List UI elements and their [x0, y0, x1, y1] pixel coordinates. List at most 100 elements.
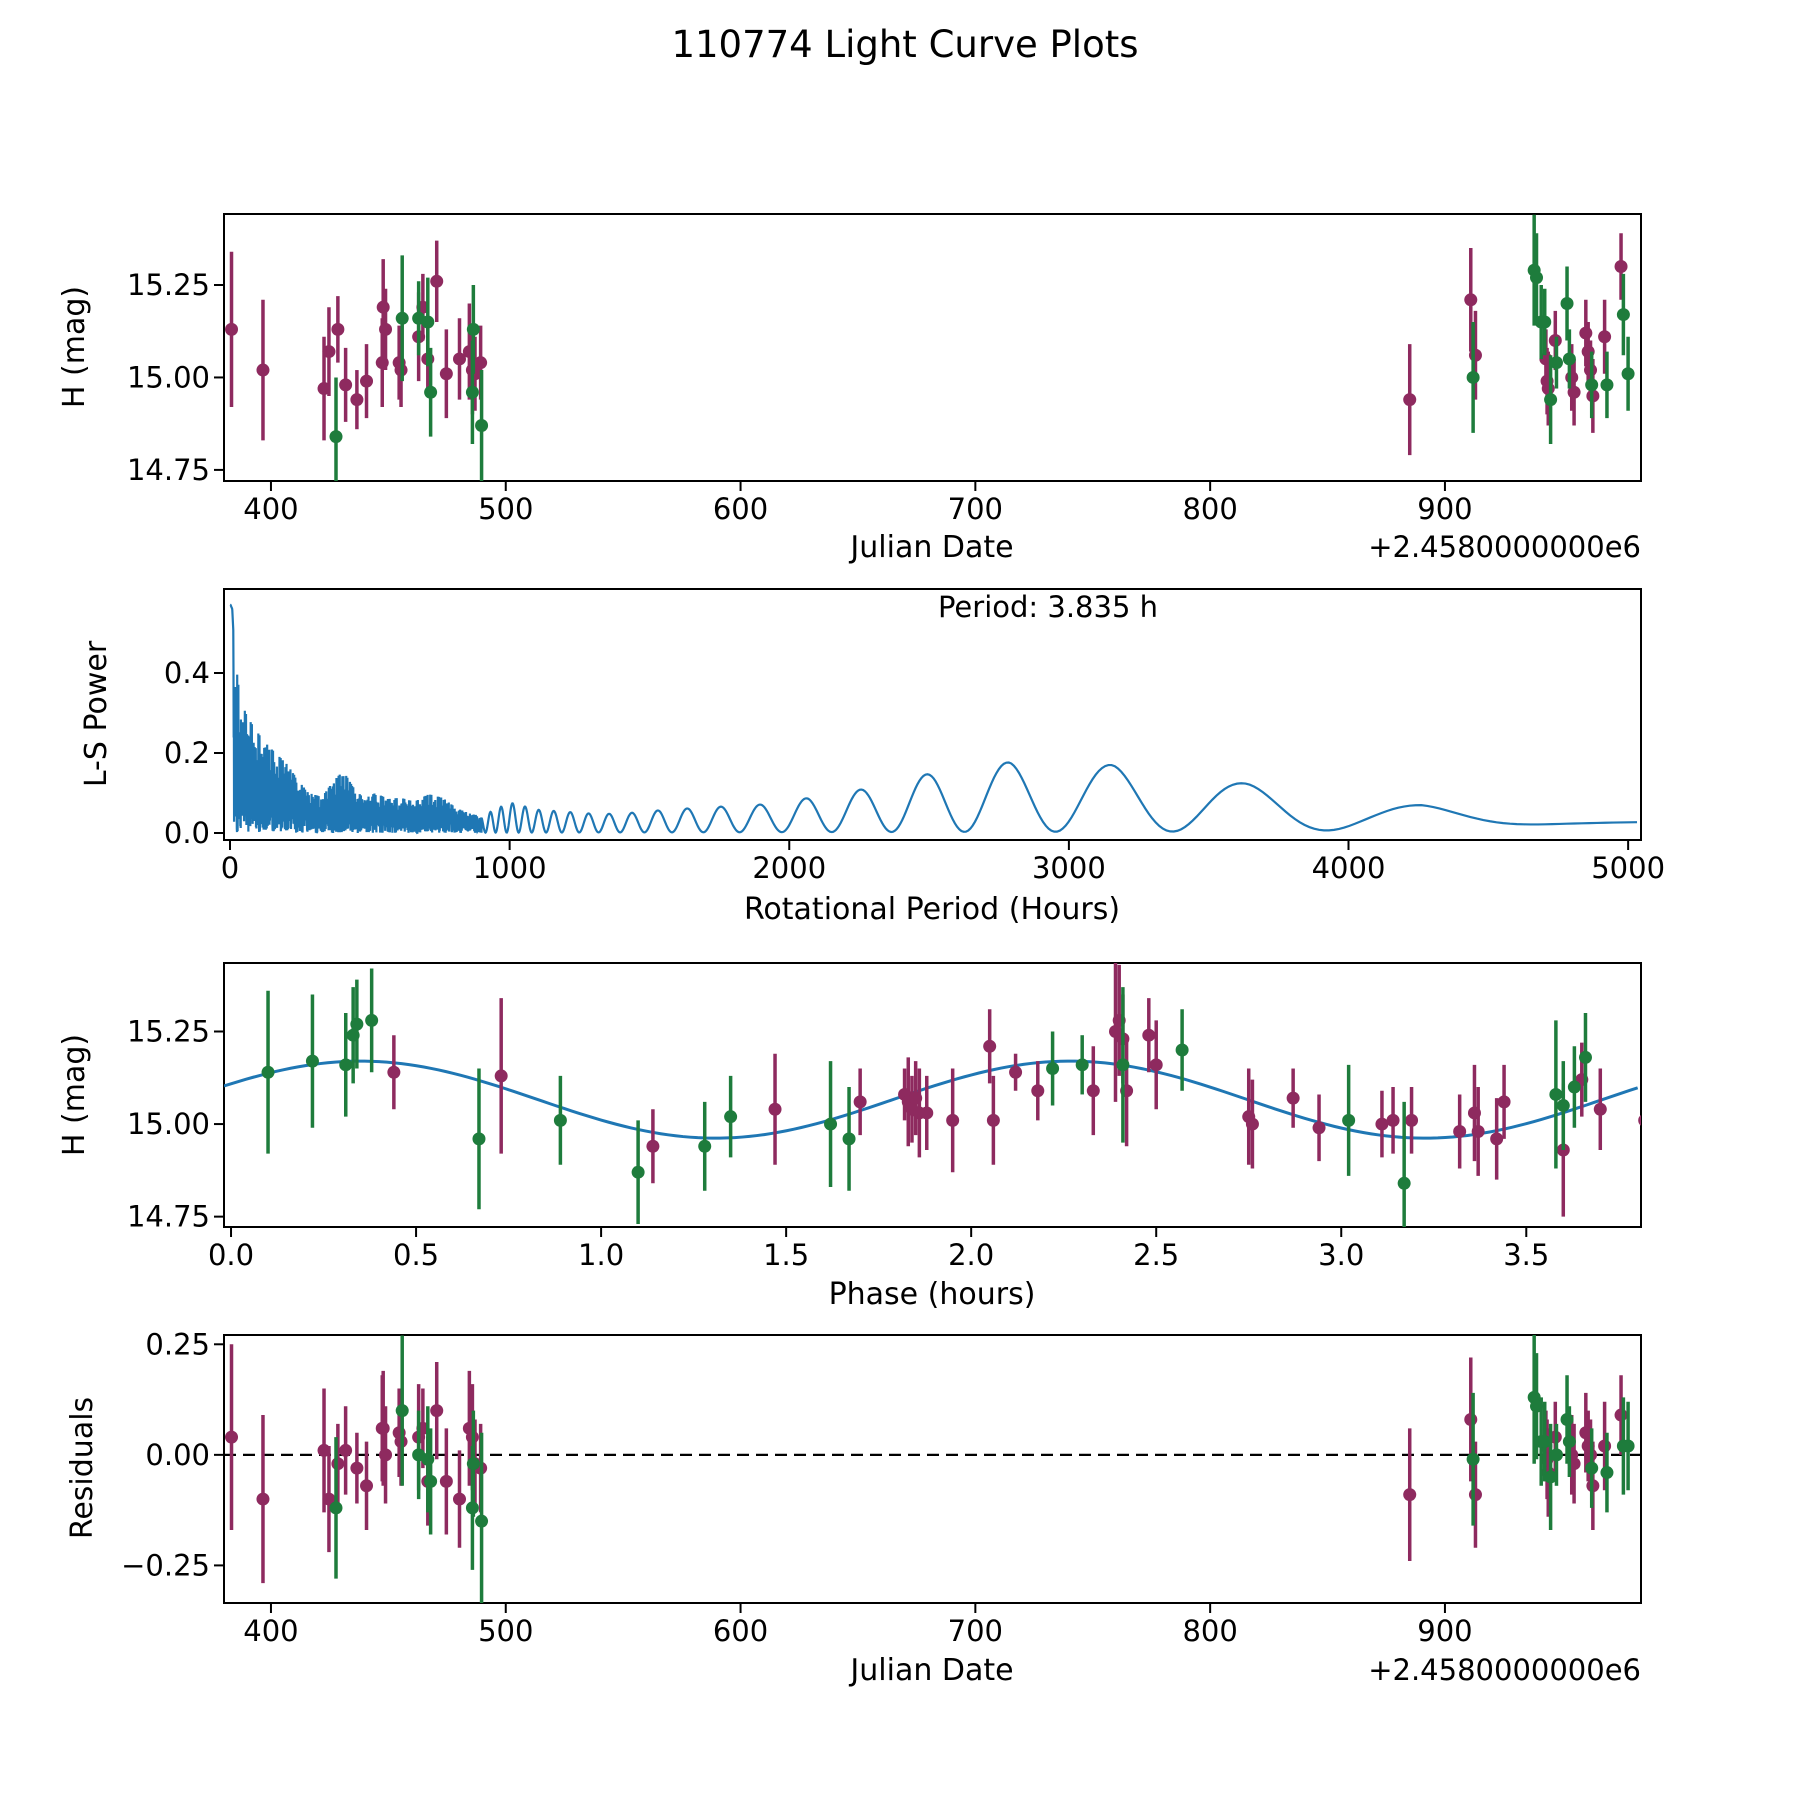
data-point [1598, 330, 1612, 344]
data-point [331, 1457, 345, 1471]
data-point [453, 1492, 467, 1506]
data-point [261, 1065, 275, 1079]
data-point [1530, 271, 1544, 285]
x-tick-label: 800 [1182, 1614, 1237, 1648]
x-tick-label: 0 [221, 851, 239, 885]
x-tick-label: 2.5 [1133, 1238, 1179, 1272]
data-point-series-green [329, 1390, 1635, 1528]
data-point [421, 315, 435, 329]
data-point [466, 322, 480, 336]
data-point [1471, 1124, 1485, 1138]
x-tick-label: 600 [713, 1614, 768, 1648]
x-tick-label: 0.0 [208, 1238, 254, 1272]
data-point-series-purple [387, 1013, 1641, 1157]
axes-frame [223, 588, 1642, 841]
data-point [225, 1430, 239, 1444]
data-point [424, 385, 438, 399]
data-point [339, 378, 353, 392]
data-point [553, 1113, 567, 1127]
data-point [465, 1501, 479, 1515]
lightcurve-axis-offset: +2.4580000000e6 [1368, 530, 1641, 564]
x-tick-label: 700 [948, 492, 1003, 526]
data-point [1621, 1439, 1635, 1453]
x-tick-label: 800 [1182, 492, 1237, 526]
data-point [472, 1132, 486, 1146]
x-tick-label: 900 [1417, 492, 1472, 526]
x-tick-label: 900 [1417, 1614, 1472, 1648]
plot-lightcurve: 400 500 600 700 800 900 14.75 15.00 15.25 [127, 213, 1642, 526]
data-point [439, 367, 453, 381]
data-point [376, 300, 390, 314]
y-tick-label: 0.0 [164, 816, 210, 850]
x-tick-label: 500 [478, 492, 533, 526]
data-point [842, 1132, 856, 1146]
y-tick-label: 0.2 [164, 736, 210, 770]
data-point [1046, 1062, 1060, 1076]
data-point [379, 1448, 393, 1462]
plot-periodogram: 0 1000 2000 3000 4000 5000 0.0 0.2 0.4 [164, 588, 1665, 885]
data-point [421, 1452, 435, 1466]
y-tick-label: 14.75 [127, 453, 210, 487]
axes-frame [223, 213, 1642, 482]
data-point-series-purple [225, 260, 1628, 407]
data-point [1403, 1488, 1417, 1502]
data-point [322, 1492, 336, 1506]
data-point [1086, 1084, 1100, 1098]
axes-frame [223, 1334, 1642, 1604]
data-point [439, 1474, 453, 1488]
data-point [986, 1113, 1000, 1127]
data-point [1009, 1065, 1023, 1079]
y-tick-label: 15.25 [127, 268, 210, 302]
data-point [317, 382, 331, 396]
data-point [1405, 1113, 1419, 1127]
data-point [1286, 1091, 1300, 1105]
data-point [1497, 1095, 1511, 1109]
data-point [494, 1069, 508, 1083]
data-point [1579, 326, 1593, 340]
fit-line [224, 1059, 1639, 1140]
y-tick-label: 0.4 [164, 656, 210, 690]
data-point [376, 1421, 390, 1435]
y-tick-label: 15.25 [127, 1014, 210, 1048]
data-point [1567, 1080, 1581, 1094]
data-point [350, 1461, 364, 1475]
periodogram-line [229, 603, 1638, 835]
lightcurve-ylabel: H (mag) [57, 286, 92, 408]
x-tick-label: 1.5 [763, 1238, 809, 1272]
plot-residuals: 400 500 600 700 800 900 −0.25 0.00 0.25 [121, 1327, 1642, 1648]
data-point [317, 1443, 331, 1457]
data-point [1556, 1099, 1570, 1113]
x-tick-label: 5000 [1591, 851, 1665, 885]
data-point [346, 1028, 360, 1042]
data-point-series-green [261, 1013, 1592, 1190]
data-point [1567, 385, 1581, 399]
data-point [1562, 1435, 1576, 1449]
x-tick-label: 3.0 [1318, 1238, 1364, 1272]
data-point [1466, 370, 1480, 384]
lightcurve-xlabel: Julian Date [848, 530, 1013, 565]
plot-phase: 0.0 0.5 1.0 1.5 2.0 2.5 3.0 3.5 14.75 15.00 15.25 [127, 962, 1642, 1272]
data-point [424, 1474, 438, 1488]
data-point [1175, 1043, 1189, 1057]
data-point [1638, 1115, 1641, 1126]
data-point [1342, 1113, 1356, 1127]
data-point [339, 1058, 353, 1072]
data-point [350, 1017, 364, 1031]
data-point [430, 274, 444, 288]
data-point [1621, 367, 1635, 381]
data-point [853, 1095, 867, 1109]
data-point [474, 356, 488, 370]
data-point [824, 1117, 838, 1131]
data-point [465, 385, 479, 399]
data-point [1585, 1461, 1599, 1475]
data-point [1375, 1117, 1389, 1131]
data-point [1464, 1412, 1478, 1426]
data-point [1397, 1176, 1411, 1190]
data-point [1075, 1058, 1089, 1072]
data-point [1403, 393, 1417, 407]
data-point [1544, 393, 1558, 407]
data-point [646, 1139, 660, 1153]
x-tick-label: 400 [243, 1614, 298, 1648]
